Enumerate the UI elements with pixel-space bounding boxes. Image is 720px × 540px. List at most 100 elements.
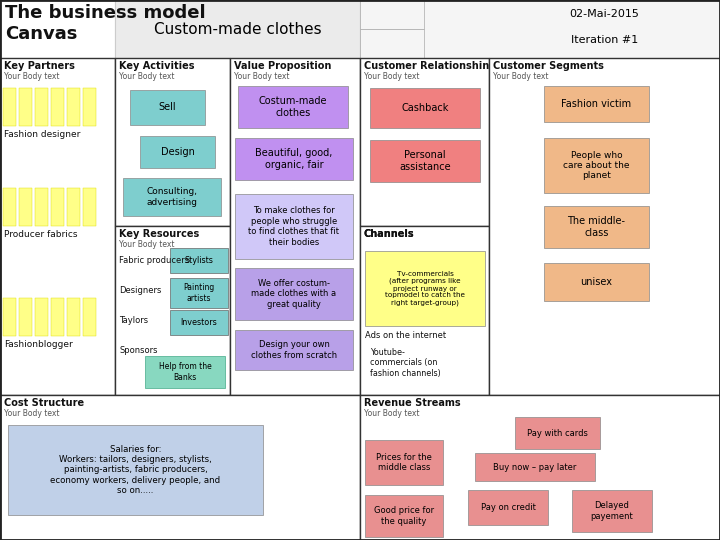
Bar <box>83 188 96 226</box>
Text: Cashback: Cashback <box>401 103 449 113</box>
Text: Ads on the internet: Ads on the internet <box>365 331 446 340</box>
Bar <box>51 188 64 226</box>
Text: Your Body text: Your Body text <box>119 240 174 249</box>
Text: Your Body text: Your Body text <box>4 409 60 418</box>
Bar <box>235 268 353 320</box>
Text: Your Body text: Your Body text <box>4 72 60 81</box>
Bar <box>19 298 32 336</box>
Bar <box>238 86 348 128</box>
Text: Investors: Investors <box>181 318 217 327</box>
Text: Buy now – pay later: Buy now – pay later <box>493 462 577 471</box>
Bar <box>3 298 16 336</box>
Bar <box>8 425 263 515</box>
Text: Good price for
the quality: Good price for the quality <box>374 507 434 526</box>
Bar <box>489 58 720 395</box>
Bar <box>83 298 96 336</box>
Text: Help from the
Banks: Help from the Banks <box>158 362 212 382</box>
Bar <box>67 88 80 126</box>
Bar <box>3 88 16 126</box>
Bar <box>572 490 652 532</box>
Text: unisex: unisex <box>580 277 613 287</box>
Text: Pay with cards: Pay with cards <box>527 429 588 437</box>
Bar <box>51 298 64 336</box>
Bar <box>35 188 48 226</box>
Bar <box>235 330 353 370</box>
Bar <box>365 495 443 537</box>
Bar <box>370 140 480 182</box>
Bar <box>83 88 96 126</box>
Text: Canvas: Canvas <box>5 25 77 43</box>
Bar <box>360 0 720 58</box>
Bar <box>360 58 489 226</box>
Text: Your Body text: Your Body text <box>234 72 289 81</box>
Text: Taylors: Taylors <box>119 316 148 325</box>
Text: The business model: The business model <box>5 4 206 22</box>
Bar <box>230 58 360 395</box>
Bar <box>145 356 225 388</box>
Bar <box>19 88 32 126</box>
Bar <box>115 226 230 395</box>
Text: Fashion victim: Fashion victim <box>562 99 631 109</box>
Bar <box>0 0 115 58</box>
Text: Sponsors: Sponsors <box>119 346 158 355</box>
Text: Design: Design <box>161 147 194 157</box>
Bar <box>0 58 115 395</box>
Text: Iteration #1: Iteration #1 <box>571 35 638 45</box>
Text: Revenue Streams: Revenue Streams <box>364 398 461 408</box>
Text: Costum-made
clothes: Costum-made clothes <box>258 96 328 118</box>
Text: Customer Segments: Customer Segments <box>493 61 604 71</box>
Text: Channels: Channels <box>364 229 415 239</box>
Text: Customer Relationshin: Customer Relationshin <box>364 61 490 71</box>
Text: Channels: Channels <box>364 229 415 239</box>
Text: People who
care about the
planet: People who care about the planet <box>563 151 630 180</box>
Bar <box>360 226 489 395</box>
Text: We offer costum-
made clothes with a
great quality: We offer costum- made clothes with a gre… <box>251 279 336 309</box>
Text: Your Body text: Your Body text <box>364 409 420 418</box>
Text: Sell: Sell <box>158 103 176 112</box>
Bar <box>360 29 424 58</box>
Bar <box>19 188 32 226</box>
Bar <box>544 206 649 248</box>
Bar <box>544 263 649 301</box>
Text: Tv-commercials
(after programs like
project runway or
topmodel to catch the
righ: Tv-commercials (after programs like proj… <box>385 271 465 306</box>
Bar <box>235 194 353 259</box>
Text: Stylists: Stylists <box>184 256 213 265</box>
Bar <box>3 188 16 226</box>
Bar <box>170 278 228 308</box>
Text: Key Activities: Key Activities <box>119 61 194 71</box>
Text: Designers: Designers <box>119 286 161 295</box>
Bar <box>515 417 600 449</box>
Text: Prices for the
middle class: Prices for the middle class <box>376 453 432 472</box>
Bar <box>67 188 80 226</box>
Bar <box>370 88 480 128</box>
Bar <box>170 248 228 273</box>
Bar <box>0 395 360 540</box>
Text: Beautiful, good,
organic, fair: Beautiful, good, organic, fair <box>256 148 333 170</box>
Text: The middle-
class: The middle- class <box>567 216 626 238</box>
Bar <box>360 395 720 540</box>
Text: Personal
assistance: Personal assistance <box>399 150 451 172</box>
Text: 02-Mai-2015: 02-Mai-2015 <box>570 9 639 19</box>
Bar <box>475 453 595 481</box>
Text: Your Body text: Your Body text <box>119 72 174 81</box>
Text: Key Resources: Key Resources <box>119 229 199 239</box>
Bar <box>468 490 548 525</box>
Text: Value Proposition: Value Proposition <box>234 61 331 71</box>
Text: Custom-made clothes: Custom-made clothes <box>153 22 321 37</box>
Bar <box>35 88 48 126</box>
Bar <box>360 0 424 29</box>
Bar <box>123 178 221 216</box>
Bar <box>67 298 80 336</box>
Text: Your Body text: Your Body text <box>493 72 549 81</box>
Text: Design your own
clothes from scratch: Design your own clothes from scratch <box>251 340 337 360</box>
Text: Producer fabrics: Producer fabrics <box>4 230 78 239</box>
Bar <box>140 136 215 168</box>
Bar <box>115 58 230 226</box>
Text: Pay on credit: Pay on credit <box>480 503 536 512</box>
Text: Delayed
payement: Delayed payement <box>590 501 634 521</box>
Text: Key Partners: Key Partners <box>4 61 75 71</box>
Text: Youtube-
commercials (on
fashion channels): Youtube- commercials (on fashion channel… <box>370 348 441 378</box>
Bar <box>35 298 48 336</box>
Text: Fashionblogger: Fashionblogger <box>4 340 73 349</box>
Text: Salaries for:
Workers: tailors, designers, stylists,
painting-artists, fabric pr: Salaries for: Workers: tailors, designer… <box>50 445 220 495</box>
